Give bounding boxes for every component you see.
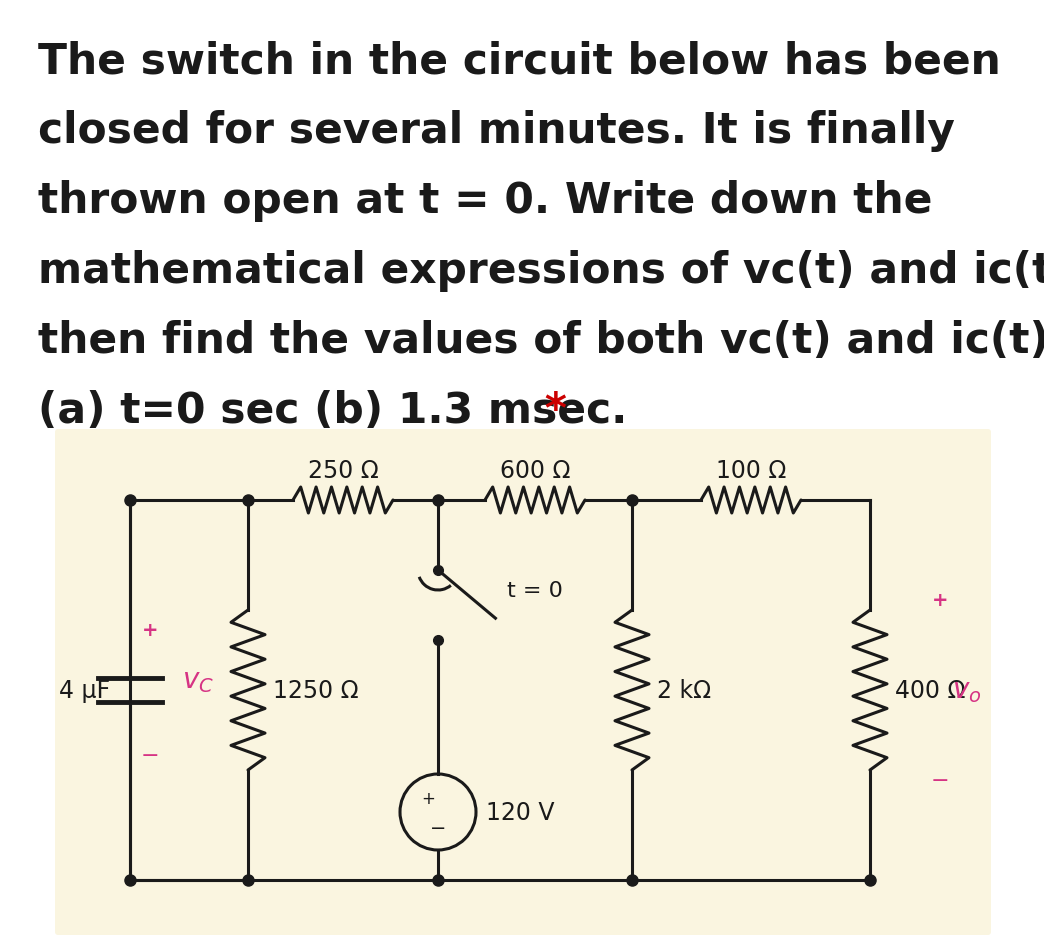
Text: The switch in the circuit below has been: The switch in the circuit below has been <box>38 40 1001 82</box>
Text: closed for several minutes. It is finally: closed for several minutes. It is finall… <box>38 109 955 151</box>
Text: +: + <box>142 621 159 640</box>
Text: 4 μF: 4 μF <box>58 678 110 703</box>
Text: thrown open at t = 0. Write down the: thrown open at t = 0. Write down the <box>38 180 932 222</box>
Text: −: − <box>141 745 160 765</box>
Text: +: + <box>931 591 948 610</box>
FancyBboxPatch shape <box>55 429 991 935</box>
Text: then find the values of both vc(t) and ic(t) at: then find the values of both vc(t) and i… <box>38 320 1044 362</box>
Text: *: * <box>530 389 567 431</box>
Text: 1250 Ω: 1250 Ω <box>272 678 359 703</box>
Text: 250 Ω: 250 Ω <box>308 459 378 483</box>
Text: (a) t=0 sec (b) 1.3 msec.: (a) t=0 sec (b) 1.3 msec. <box>38 389 627 431</box>
Text: −: − <box>930 770 949 790</box>
Text: $v_C$: $v_C$ <box>182 666 214 694</box>
Text: t = 0: t = 0 <box>507 581 564 601</box>
Text: 2 kΩ: 2 kΩ <box>657 678 711 703</box>
Text: mathematical expressions of vc(t) and ic(t),: mathematical expressions of vc(t) and ic… <box>38 249 1044 291</box>
Text: 600 Ω: 600 Ω <box>500 459 570 483</box>
Text: +: + <box>421 789 435 807</box>
Text: $v_o$: $v_o$ <box>952 676 981 704</box>
Text: 100 Ω: 100 Ω <box>716 459 786 483</box>
Text: −: − <box>430 819 446 838</box>
Text: 120 V: 120 V <box>487 801 554 824</box>
Text: 400 Ω: 400 Ω <box>895 678 966 703</box>
